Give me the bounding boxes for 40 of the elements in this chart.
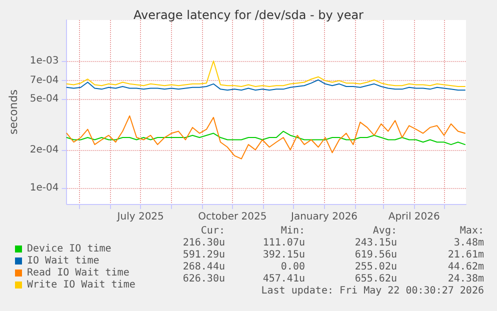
text: 0.00: [280, 262, 305, 272]
y-tick-label: 7e-04: [30, 75, 59, 86]
x-tick-label: October 2025: [198, 212, 267, 222]
text: 591.29u: [182, 250, 225, 260]
x-tick-label: April 2026: [388, 212, 440, 222]
text: 44.62m: [448, 262, 484, 272]
line-series: [66, 115, 466, 160]
y-tick-label: 2e-04: [30, 144, 59, 156]
text: Max:: [460, 226, 484, 236]
chart-title: Average latency for /dev/sda - by year: [134, 8, 364, 22]
text: Min:: [280, 226, 305, 236]
x-tick-label: July 2025: [116, 212, 164, 222]
legend-label: Read IO Wait time: [27, 268, 130, 278]
text: 3.48m: [454, 238, 484, 248]
text: Last update: Fri May 22 00:30:27 2026: [261, 286, 484, 296]
text: 243.15u: [354, 238, 397, 248]
legend-label: Write IO Wait time: [27, 280, 136, 290]
text: 24.38m: [448, 274, 484, 284]
text: Cur:: [200, 226, 225, 236]
legend-label: Device IO time: [27, 244, 112, 254]
text: 457.41u: [262, 274, 305, 284]
line-series: [66, 130, 466, 146]
text: 255.02u: [354, 262, 397, 272]
text: 626.30u: [182, 274, 225, 284]
text: 619.56u: [354, 250, 397, 260]
x-tick-label: January 2026: [290, 212, 358, 222]
text: 392.15u: [262, 250, 305, 260]
y-tick-label: 1e-03: [30, 55, 59, 66]
text: 655.62u: [354, 274, 397, 284]
text: 216.30u: [182, 238, 225, 248]
line-series: [66, 79, 466, 91]
y-axis-title: seconds: [7, 89, 20, 134]
y-tick-label: 1e-04: [30, 182, 59, 194]
y-tick-label: 5e-04: [30, 94, 59, 105]
legend-label: IO Wait time: [27, 256, 100, 266]
line-series: [66, 60, 466, 87]
text: 21.61m: [448, 250, 484, 260]
text: 268.44u: [182, 262, 225, 272]
text: 111.07u: [262, 238, 305, 248]
text: Avg:: [372, 226, 397, 236]
